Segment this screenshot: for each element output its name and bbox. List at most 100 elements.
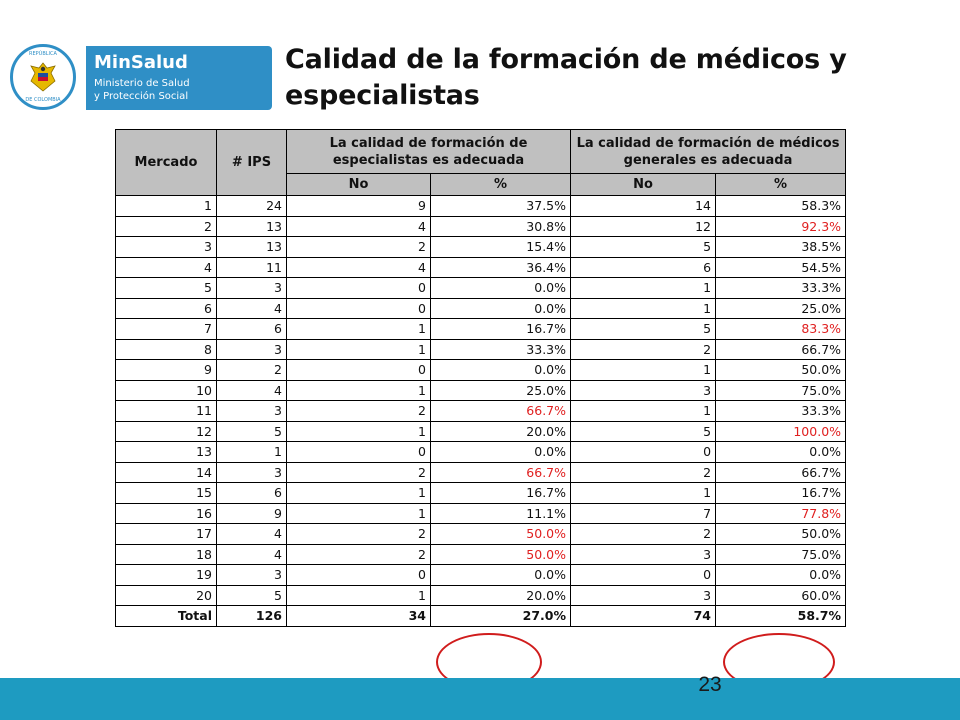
cell-ips: 9 — [216, 502, 287, 524]
cell-mercado: 14 — [115, 461, 217, 483]
coat-of-arms-seal: REPÚBLICA DE COLOMBIA — [10, 44, 76, 110]
cell-esp-no: 9 — [286, 195, 431, 217]
cell-esp-pct: 0.0% — [429, 277, 572, 299]
cell-esp-pct: 36.4% — [429, 256, 572, 278]
cell-mercado: 18 — [115, 543, 217, 565]
cell-esp-pct: 25.0% — [429, 379, 572, 401]
cell-gen-no: 1 — [570, 297, 717, 319]
cell-mercado: 12 — [115, 420, 217, 442]
table-row: 10 4 1 25.0% 3 75.0% — [115, 379, 847, 401]
cell-ips: 11 — [216, 256, 287, 278]
table-row: 18 4 2 50.0% 3 75.0% — [115, 543, 847, 565]
cell-esp-no: 1 — [286, 338, 431, 360]
cell-gen-pct: 38.5% — [715, 236, 847, 258]
cell-ips: 13 — [216, 236, 287, 258]
cell-gen-no: 14 — [570, 195, 717, 217]
cell-ips: 1 — [216, 441, 287, 463]
cell-gen-pct: 0.0% — [715, 564, 847, 586]
cell-mercado: 16 — [115, 502, 217, 524]
cell-gen-pct: 83.3% — [715, 318, 847, 340]
cell-total-esp-no: 34 — [286, 605, 431, 627]
cell-esp-pct: 33.3% — [429, 338, 572, 360]
table-body: 1 24 9 37.5% 14 58.3% 2 13 4 30.8% 12 92.3% 3 13 2 15.4… — [115, 195, 847, 627]
cell-esp-pct: 30.8% — [429, 215, 572, 237]
cell-esp-no: 2 — [286, 543, 431, 565]
cell-ips: 4 — [216, 523, 287, 545]
cell-gen-no: 5 — [570, 420, 717, 442]
cell-esp-no: 0 — [286, 277, 431, 299]
ministry-logo: REPÚBLICA DE COLOMBIA MinSalud Ministeri… — [8, 44, 272, 112]
cell-gen-no: 0 — [570, 564, 717, 586]
cell-esp-pct: 11.1% — [429, 502, 572, 524]
cell-mercado: 7 — [115, 318, 217, 340]
cell-mercado: 19 — [115, 564, 217, 586]
header-mercado: Mercado — [115, 129, 217, 196]
cell-gen-pct: 92.3% — [715, 215, 847, 237]
cell-gen-no: 5 — [570, 318, 717, 340]
header-gen-pct: % — [715, 173, 847, 196]
cell-total-gen-pct: 58.7% — [715, 605, 847, 627]
cell-ips: 3 — [216, 338, 287, 360]
cell-mercado: 8 — [115, 338, 217, 360]
table-row: 20 5 1 20.0% 3 60.0% — [115, 584, 847, 606]
cell-esp-no: 2 — [286, 236, 431, 258]
cell-gen-no: 1 — [570, 277, 717, 299]
brand-subtitle-line1: Ministerio de Salud — [94, 78, 190, 89]
cell-ips: 3 — [216, 400, 287, 422]
brand-subtitle-line2: y Protección Social — [94, 91, 189, 102]
cell-mercado: 6 — [115, 297, 217, 319]
cell-ips: 6 — [216, 318, 287, 340]
cell-mercado: 2 — [115, 215, 217, 237]
cell-gen-no: 0 — [570, 441, 717, 463]
cell-gen-no: 1 — [570, 400, 717, 422]
header-group-generales: La calidad de formación de médicos gener… — [570, 129, 847, 174]
slide-title: Calidad de la formación de médicos y esp… — [285, 44, 847, 111]
cell-mercado: 3 — [115, 236, 217, 258]
table-row: 2 13 4 30.8% 12 92.3% — [115, 215, 847, 237]
cell-esp-no: 4 — [286, 215, 431, 237]
cell-gen-pct: 54.5% — [715, 256, 847, 278]
cell-total-ips: 126 — [216, 605, 287, 627]
cell-ips: 3 — [216, 564, 287, 586]
cell-gen-no: 7 — [570, 502, 717, 524]
cell-mercado: 11 — [115, 400, 217, 422]
table-row: 3 13 2 15.4% 5 38.5% — [115, 236, 847, 258]
cell-ips: 13 — [216, 215, 287, 237]
cell-total-label: Total — [115, 605, 217, 627]
cell-gen-no: 6 — [570, 256, 717, 278]
cell-gen-no: 2 — [570, 523, 717, 545]
cell-gen-pct: 100.0% — [715, 420, 847, 442]
cell-esp-pct: 37.5% — [429, 195, 572, 217]
table-row-total: Total 126 34 27.0% 74 58.7% — [115, 605, 847, 627]
cell-total-gen-no: 74 — [570, 605, 717, 627]
cell-esp-pct: 0.0% — [429, 564, 572, 586]
header-gen-no: No — [570, 173, 717, 196]
table-row: 12 5 1 20.0% 5 100.0% — [115, 420, 847, 442]
cell-gen-pct: 50.0% — [715, 359, 847, 381]
table-row: 13 1 0 0.0% 0 0.0% — [115, 441, 847, 463]
cell-esp-no: 0 — [286, 441, 431, 463]
cell-gen-pct: 0.0% — [715, 441, 847, 463]
table-row: 16 9 1 11.1% 7 77.8% — [115, 502, 847, 524]
page-number: 23 — [698, 673, 722, 696]
table-row: 5 3 0 0.0% 1 33.3% — [115, 277, 847, 299]
cell-esp-pct: 50.0% — [429, 523, 572, 545]
cell-esp-pct: 20.0% — [429, 584, 572, 606]
cell-mercado: 13 — [115, 441, 217, 463]
seal-text-top: REPÚBLICA — [29, 51, 57, 57]
table-row: 7 6 1 16.7% 5 83.3% — [115, 318, 847, 340]
cell-gen-pct: 77.8% — [715, 502, 847, 524]
cell-mercado: 1 — [115, 195, 217, 217]
cell-mercado: 15 — [115, 482, 217, 504]
cell-gen-pct: 66.7% — [715, 338, 847, 360]
cell-ips: 4 — [216, 543, 287, 565]
table-row: 17 4 2 50.0% 2 50.0% — [115, 523, 847, 545]
cell-gen-no: 12 — [570, 215, 717, 237]
cell-gen-no: 2 — [570, 461, 717, 483]
cell-gen-no: 2 — [570, 338, 717, 360]
table-row: 19 3 0 0.0% 0 0.0% — [115, 564, 847, 586]
cell-gen-no: 3 — [570, 543, 717, 565]
brand-banner: MinSalud Ministerio de Salud y Protecció… — [86, 46, 272, 110]
header-ips: # IPS — [216, 129, 287, 196]
quality-table: Mercado # IPS La calidad de formación de… — [115, 129, 847, 627]
